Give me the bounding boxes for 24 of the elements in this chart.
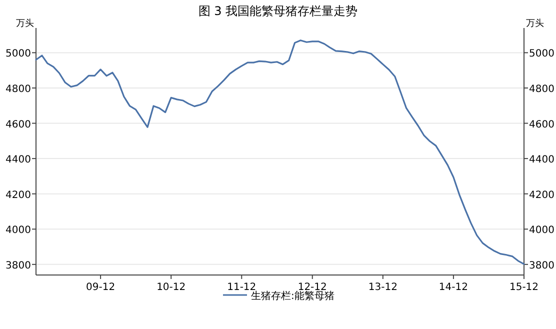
y2-tick-label: 4600	[529, 119, 554, 130]
line-series	[35, 40, 525, 265]
y-tick-label: 4600	[6, 119, 31, 130]
y-tick-label: 4400	[6, 154, 31, 166]
y2-tick-label: 4000	[529, 225, 554, 236]
y2-tick-label: 4400	[529, 154, 554, 166]
chart-title: 图 3 我国能繁母猪存栏量走势	[198, 4, 358, 18]
x-tick-label: 14-12	[438, 282, 468, 293]
y-tick-label: 3800	[6, 260, 31, 272]
x-tick-label: 13-12	[368, 282, 398, 293]
x-tick-label: 10-12	[156, 282, 186, 293]
y2-tick-label: 4800	[529, 84, 554, 95]
y2-tick-label: 3800	[529, 260, 554, 272]
legend-label: 生猪存栏:能繁母猪	[251, 290, 334, 302]
x-tick-label: 09-12	[86, 282, 116, 293]
y2-tick-label: 4200	[529, 190, 554, 201]
x-tick-label: 15-12	[509, 282, 539, 293]
y-tick-label: 4000	[6, 225, 31, 236]
y-tick-label: 4800	[6, 84, 31, 95]
y2-tick-label: 5000	[529, 48, 554, 60]
y-tick-label: 4200	[6, 190, 31, 201]
y-tick-label: 5000	[6, 48, 31, 60]
y2-axis-title: 万头	[526, 18, 544, 29]
y-axis-title: 万头	[16, 18, 34, 29]
